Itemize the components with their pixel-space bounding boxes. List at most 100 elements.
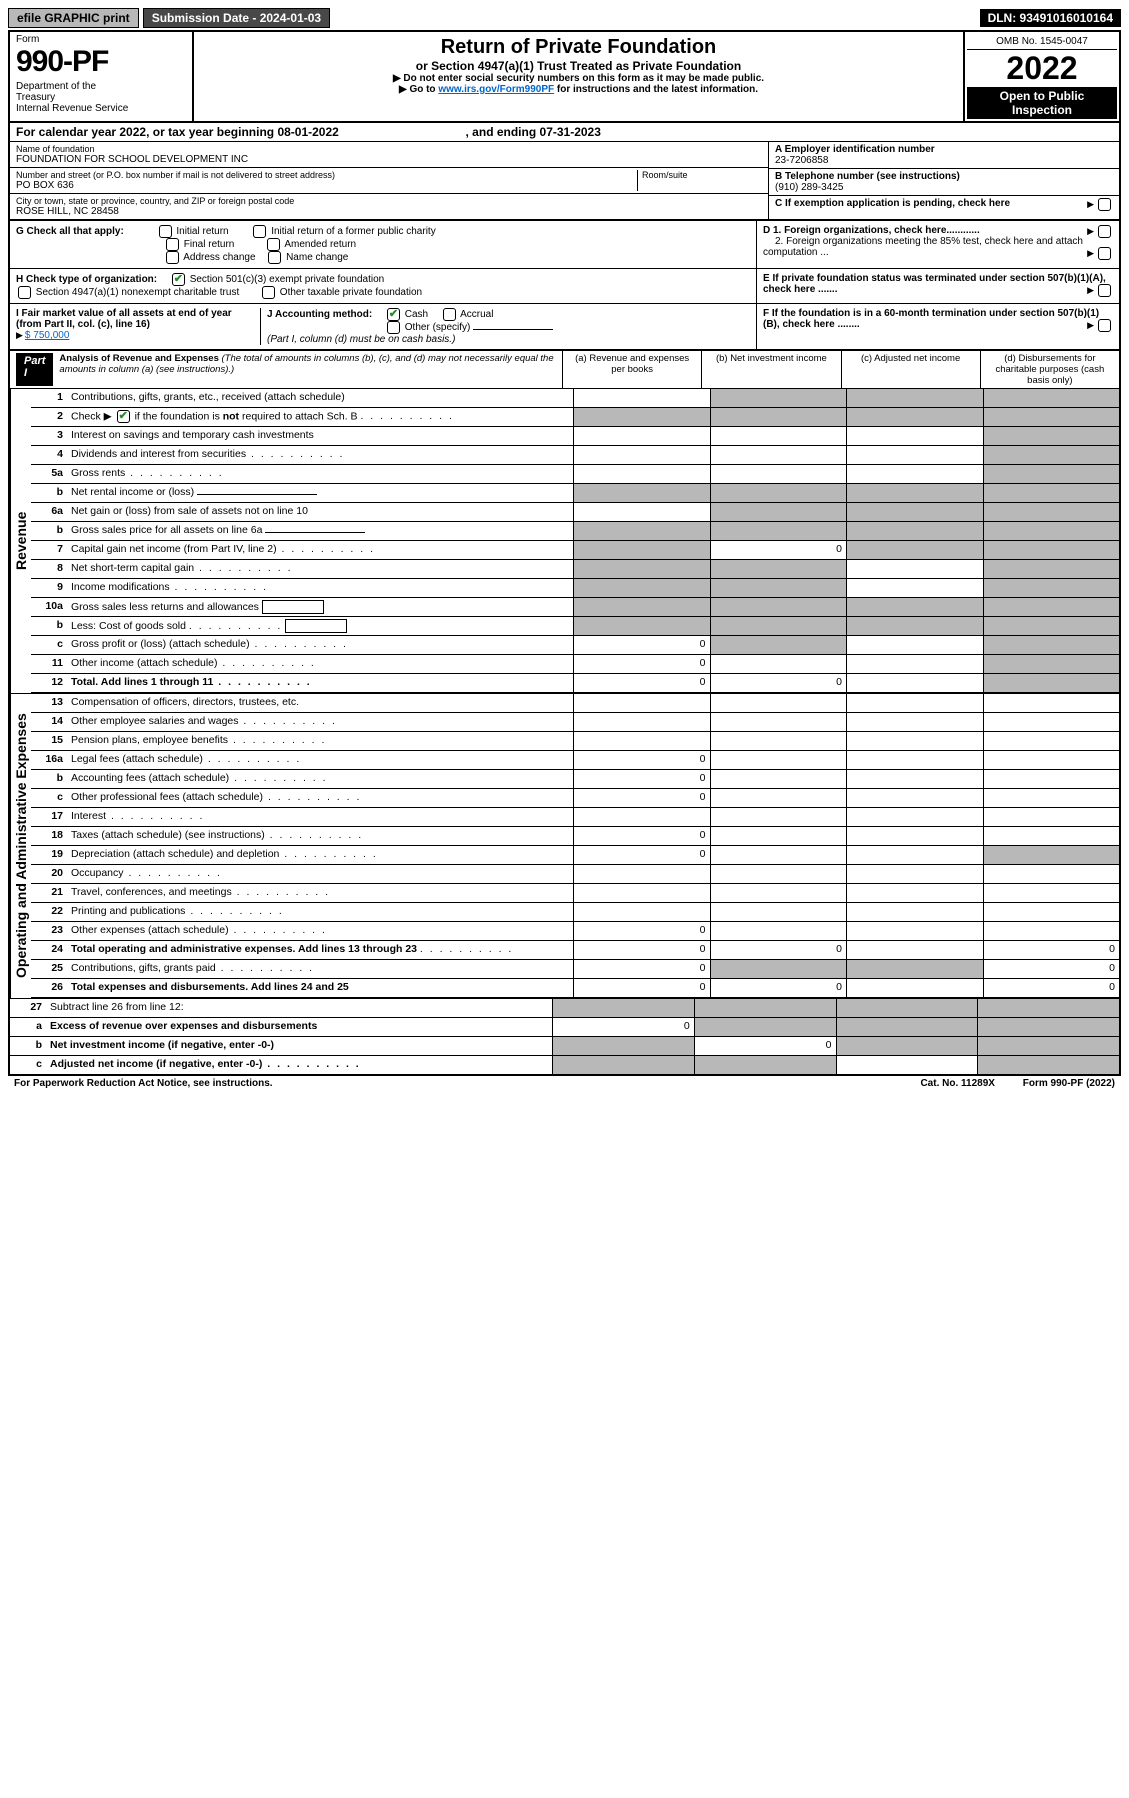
expenses-side-label: Operating and Administrative Expenses xyxy=(10,694,31,998)
link-pre: ▶ Go to xyxy=(399,84,438,95)
l23-text: Other expenses (attach schedule) xyxy=(67,922,573,940)
addr-value: PO BOX 636 xyxy=(16,180,637,191)
foundation-name-cell: Name of foundation FOUNDATION FOR SCHOOL… xyxy=(10,142,768,168)
tel-cell: B Telephone number (see instructions) (9… xyxy=(769,169,1119,196)
g-section: G Check all that apply: Initial return I… xyxy=(10,221,757,268)
name-value: FOUNDATION FOR SCHOOL DEVELOPMENT INC xyxy=(16,154,762,165)
name-label: Name of foundation xyxy=(16,144,762,154)
calendar-year-row: For calendar year 2022, or tax year begi… xyxy=(10,123,1119,142)
g1-label: Initial return xyxy=(176,226,228,237)
l16a-col-a: 0 xyxy=(573,751,710,769)
l16b-text: Accounting fees (attach schedule) xyxy=(67,770,573,788)
form-footer: For Paperwork Reduction Act Notice, see … xyxy=(8,1076,1121,1091)
l24-text: Total operating and administrative expen… xyxy=(67,941,573,959)
info-right: A Employer identification number 23-7206… xyxy=(769,142,1119,219)
col-a-header: (a) Revenue and expenses per books xyxy=(562,351,701,388)
cal-year-end: , and ending 07-31-2023 xyxy=(466,125,601,139)
l27-text: Subtract line 26 from line 12: xyxy=(46,999,552,1017)
l27a-text: Excess of revenue over expenses and disb… xyxy=(46,1018,552,1036)
h3-checkbox[interactable] xyxy=(262,286,275,299)
l18-text: Taxes (attach schedule) (see instruction… xyxy=(67,827,573,845)
j1-checkbox[interactable] xyxy=(387,308,400,321)
info-grid: Name of foundation FOUNDATION FOR SCHOOL… xyxy=(10,142,1119,220)
l2-checkbox[interactable] xyxy=(117,410,130,423)
omb-number: OMB No. 1545-0047 xyxy=(967,34,1117,50)
footer-right: Form 990-PF (2022) xyxy=(1023,1078,1115,1089)
form-link-line: ▶ Go to www.irs.gov/Form990PF for instru… xyxy=(198,84,959,95)
l20-text: Occupancy xyxy=(67,865,573,883)
irs-link[interactable]: www.irs.gov/Form990PF xyxy=(438,84,554,95)
i-label: I Fair market value of all assets at end… xyxy=(16,308,232,330)
form-subtitle: or Section 4947(a)(1) Trust Treated as P… xyxy=(198,59,959,73)
h-section: H Check type of organization: Section 50… xyxy=(10,269,757,303)
footer-left: For Paperwork Reduction Act Notice, see … xyxy=(14,1078,273,1089)
h1-checkbox[interactable] xyxy=(172,273,185,286)
g2-label: Initial return of a former public charit… xyxy=(271,226,436,237)
j1-label: Cash xyxy=(405,309,428,320)
city-cell: City or town, state or province, country… xyxy=(10,194,768,219)
dln-label: DLN: 93491016010164 xyxy=(980,9,1121,27)
addr-label: Number and street (or P.O. box number if… xyxy=(16,170,637,180)
l26-col-a: 0 xyxy=(573,979,710,997)
l23-col-a: 0 xyxy=(573,922,710,940)
j3-checkbox[interactable] xyxy=(387,321,400,334)
check-ij-row: I Fair market value of all assets at end… xyxy=(10,303,1119,349)
revenue-block: Revenue 1Contributions, gifts, grants, e… xyxy=(10,389,1119,693)
c-checkbox[interactable] xyxy=(1098,198,1111,211)
info-left: Name of foundation FOUNDATION FOR SCHOOL… xyxy=(10,142,769,219)
d2-label: 2. Foreign organizations meeting the 85%… xyxy=(763,236,1083,258)
l18-col-a: 0 xyxy=(573,827,710,845)
col-c-header: (c) Adjusted net income xyxy=(841,351,980,388)
header-center: Return of Private Foundation or Section … xyxy=(194,32,963,121)
form-label: Form xyxy=(16,34,186,45)
g3-label: Final return xyxy=(184,239,235,250)
g5-checkbox[interactable] xyxy=(166,251,179,264)
d1-checkbox[interactable] xyxy=(1098,225,1111,238)
l11-col-a: 0 xyxy=(573,655,710,673)
g3-checkbox[interactable] xyxy=(166,238,179,251)
top-bar: efile GRAPHIC print Submission Date - 20… xyxy=(8,8,1121,28)
i-value[interactable]: $ 750,000 xyxy=(25,330,70,341)
g2-checkbox[interactable] xyxy=(253,225,266,238)
l19-col-a: 0 xyxy=(573,846,710,864)
g6-label: Name change xyxy=(286,252,348,263)
l6a-text: Net gain or (loss) from sale of assets n… xyxy=(67,503,573,521)
h3-label: Other taxable private foundation xyxy=(280,287,422,298)
e-checkbox[interactable] xyxy=(1098,284,1111,297)
l27a-col-a: 0 xyxy=(552,1018,694,1036)
l24-col-d: 0 xyxy=(983,941,1120,959)
col-b-header: (b) Net investment income xyxy=(701,351,840,388)
part1-header: Part I Analysis of Revenue and Expenses … xyxy=(10,349,1119,389)
l10b-text: Less: Cost of goods sold xyxy=(67,617,573,635)
open-inspection-label: Open to Public Inspection xyxy=(967,87,1117,119)
l13-text: Compensation of officers, directors, tru… xyxy=(67,694,573,712)
g1-checkbox[interactable] xyxy=(159,225,172,238)
form-title: Return of Private Foundation xyxy=(198,36,959,59)
l27c-text: Adjusted net income (if negative, enter … xyxy=(46,1056,552,1074)
h2-checkbox[interactable] xyxy=(18,286,31,299)
f-checkbox[interactable] xyxy=(1098,319,1111,332)
g6-checkbox[interactable] xyxy=(268,251,281,264)
d2-checkbox[interactable] xyxy=(1098,247,1111,260)
l7-col-b: 0 xyxy=(710,541,847,559)
header-left: Form 990-PF Department of theTreasuryInt… xyxy=(10,32,194,121)
efile-print-button[interactable]: efile GRAPHIC print xyxy=(8,8,139,28)
l11-text: Other income (attach schedule) xyxy=(67,655,573,673)
l17-text: Interest xyxy=(67,808,573,826)
l27b-col-b: 0 xyxy=(694,1037,836,1055)
j2-checkbox[interactable] xyxy=(443,308,456,321)
tel-label: B Telephone number (see instructions) xyxy=(775,171,1113,182)
l21-text: Travel, conferences, and meetings xyxy=(67,884,573,902)
ein-cell: A Employer identification number 23-7206… xyxy=(769,142,1119,169)
l12-text: Total. Add lines 1 through 11 xyxy=(67,674,573,692)
j-note: (Part I, column (d) must be on cash basi… xyxy=(267,334,455,345)
department-label: Department of theTreasuryInternal Revenu… xyxy=(16,81,186,114)
g4-checkbox[interactable] xyxy=(267,238,280,251)
l12-col-b: 0 xyxy=(710,674,847,692)
l5a-text: Gross rents xyxy=(67,465,573,483)
ein-value: 23-7206858 xyxy=(775,155,1113,166)
l26-col-d: 0 xyxy=(983,979,1120,997)
room-label: Room/suite xyxy=(642,170,762,180)
l10c-text: Gross profit or (loss) (attach schedule) xyxy=(67,636,573,654)
address-cell: Number and street (or P.O. box number if… xyxy=(10,168,768,194)
